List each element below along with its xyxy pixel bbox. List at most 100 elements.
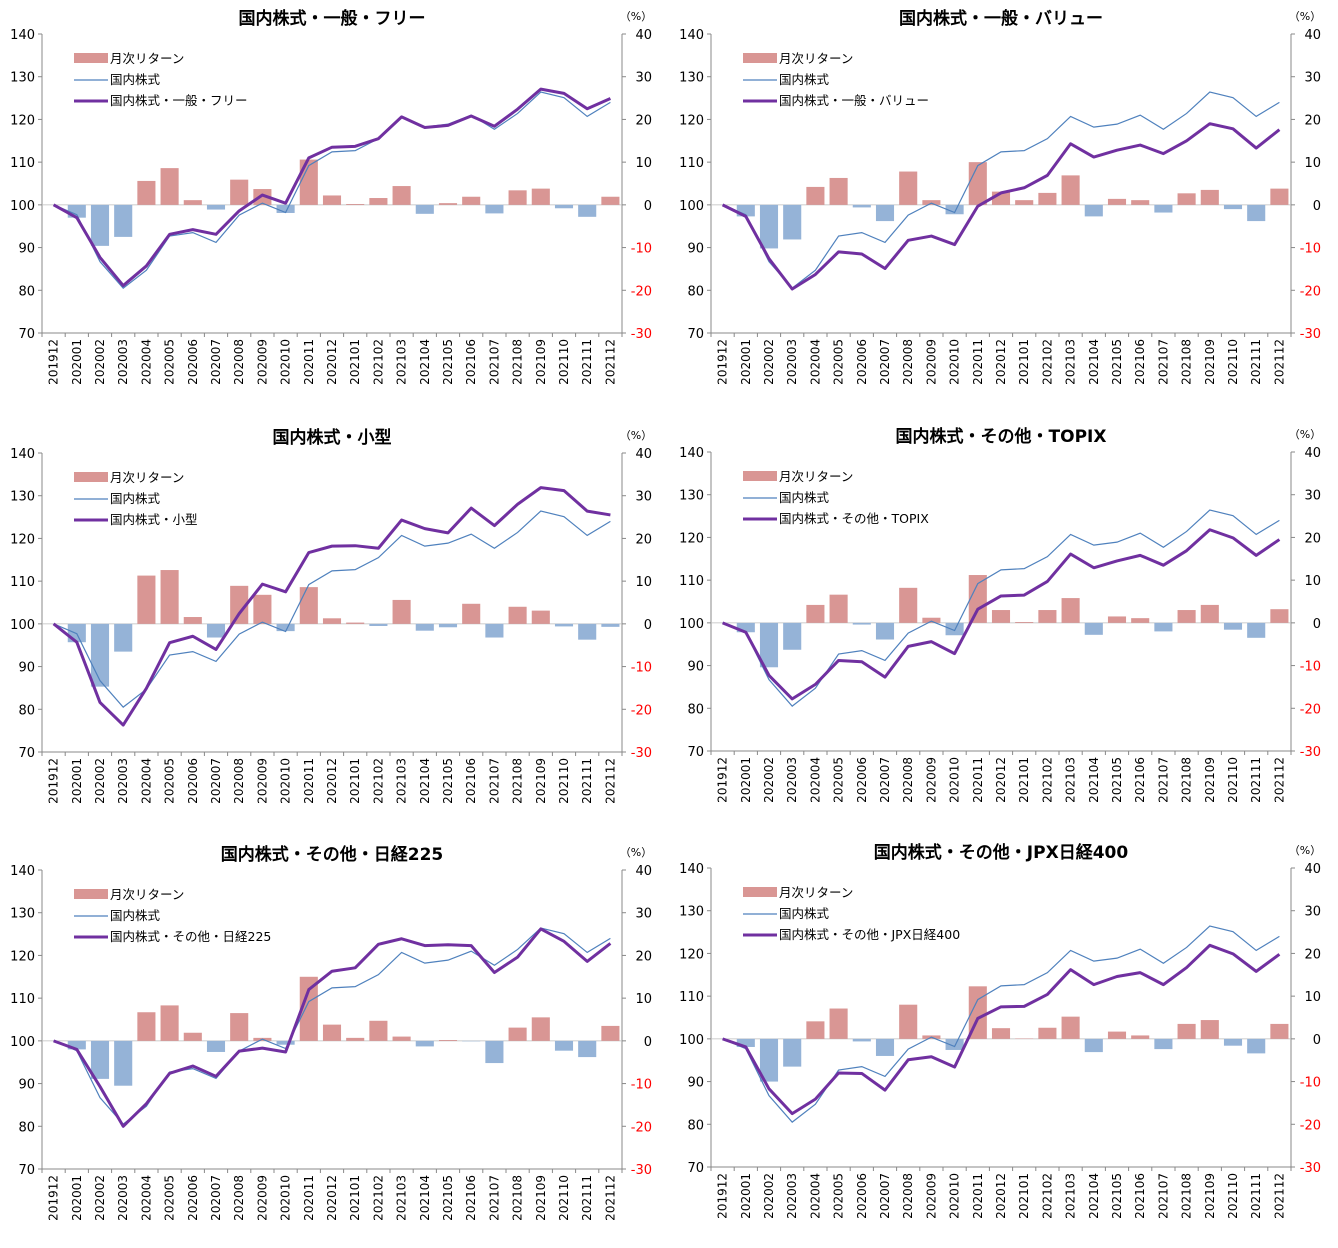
x-tick-label: 202007 bbox=[878, 757, 892, 803]
monthly-return-bar bbox=[137, 1012, 155, 1041]
monthly-return-bar bbox=[323, 195, 341, 204]
left-tick-label: 110 bbox=[679, 156, 704, 171]
x-tick-label: 202109 bbox=[534, 339, 548, 385]
left-tick-label: 130 bbox=[679, 905, 704, 920]
x-tick-label: 202001 bbox=[70, 758, 84, 804]
x-tick-label: 202108 bbox=[1180, 757, 1194, 803]
x-tick-label: 202104 bbox=[1087, 1173, 1101, 1219]
legend-bar-swatch bbox=[74, 889, 108, 899]
monthly-return-bar bbox=[1038, 610, 1056, 623]
x-tick-label: 202103 bbox=[395, 339, 409, 385]
monthly-return-bar bbox=[114, 624, 132, 652]
x-tick-label: 202106 bbox=[464, 339, 478, 385]
x-tick-label: 202012 bbox=[994, 757, 1008, 803]
x-tick-label: 202010 bbox=[279, 1175, 293, 1221]
left-tick-label: 110 bbox=[10, 156, 35, 171]
left-tick-label: 70 bbox=[18, 746, 35, 761]
x-tick-label: 202008 bbox=[232, 758, 246, 804]
monthly-return-bar bbox=[114, 1041, 132, 1086]
left-tick-label: 80 bbox=[687, 1118, 704, 1133]
x-tick-label: 201912 bbox=[716, 1173, 730, 1219]
x-tick-label: 202005 bbox=[832, 757, 846, 803]
x-tick-label: 202101 bbox=[1017, 757, 1031, 803]
left-tick-label: 70 bbox=[687, 1161, 704, 1176]
right-tick-label: -30 bbox=[631, 746, 652, 761]
right-tick-label: 0 bbox=[1313, 199, 1321, 214]
monthly-return-bar bbox=[853, 623, 871, 625]
x-tick-label: 202012 bbox=[325, 1175, 339, 1221]
left-tick-label: 120 bbox=[679, 113, 704, 128]
monthly-return-bar bbox=[509, 607, 527, 624]
monthly-return-bar bbox=[1108, 616, 1126, 622]
left-tick-label: 140 bbox=[679, 862, 704, 877]
x-tick-label: 202007 bbox=[878, 339, 892, 385]
x-tick-label: 201912 bbox=[716, 757, 730, 803]
x-tick-label: 202104 bbox=[1087, 757, 1101, 803]
chart-title: 国内株式・小型 bbox=[273, 427, 392, 448]
x-tick-label: 202002 bbox=[93, 339, 107, 385]
monthly-return-bar bbox=[91, 205, 109, 246]
x-tick-label: 202110 bbox=[1226, 1173, 1240, 1219]
left-tick-label: 140 bbox=[679, 446, 704, 461]
monthly-return-bar bbox=[439, 1040, 457, 1041]
x-tick-label: 202109 bbox=[1203, 1173, 1217, 1219]
x-tick-label: 202011 bbox=[302, 1175, 316, 1221]
monthly-return-bar bbox=[806, 1021, 824, 1039]
monthly-return-bar bbox=[1178, 1024, 1196, 1039]
monthly-return-bar bbox=[1062, 598, 1080, 623]
monthly-return-bar bbox=[1108, 199, 1126, 205]
legend-fund-label: 国内株式・その他・JPX日経400 bbox=[779, 927, 960, 942]
left-tick-label: 130 bbox=[679, 71, 704, 86]
x-tick-label: 202011 bbox=[302, 339, 316, 385]
monthly-return-bar bbox=[346, 1038, 364, 1041]
right-tick-label: 30 bbox=[635, 71, 652, 86]
monthly-return-bar bbox=[783, 205, 801, 240]
monthly-return-bar bbox=[806, 187, 824, 205]
x-tick-label: 202011 bbox=[971, 1173, 985, 1219]
monthly-return-bar bbox=[485, 205, 503, 214]
right-tick-label: -20 bbox=[631, 703, 652, 718]
monthly-return-bar bbox=[1154, 623, 1172, 632]
left-tick-label: 70 bbox=[18, 327, 35, 342]
monthly-return-bar bbox=[485, 624, 503, 638]
right-axis-unit: （%） bbox=[1289, 10, 1321, 23]
monthly-return-bar bbox=[853, 1039, 871, 1042]
x-tick-label: 202012 bbox=[325, 339, 339, 385]
x-tick-label: 202101 bbox=[1017, 1173, 1031, 1219]
left-tick-label: 130 bbox=[10, 71, 35, 86]
right-tick-label: 10 bbox=[1304, 156, 1321, 171]
monthly-return-bar bbox=[1247, 1039, 1265, 1054]
x-tick-label: 202009 bbox=[255, 339, 269, 385]
right-tick-label: 40 bbox=[1304, 862, 1321, 877]
x-tick-label: 202105 bbox=[1110, 757, 1124, 803]
monthly-return-bar bbox=[532, 1017, 550, 1040]
monthly-return-bar bbox=[1270, 189, 1288, 205]
x-tick-label: 202007 bbox=[878, 1173, 892, 1219]
x-tick-label: 202005 bbox=[163, 758, 177, 804]
x-tick-label: 202002 bbox=[93, 758, 107, 804]
right-axis-unit: （%） bbox=[620, 429, 652, 442]
x-tick-label: 202107 bbox=[1156, 1173, 1170, 1219]
legend-bar-label: 月次リターン bbox=[110, 887, 184, 902]
chart-title: 国内株式・一般・バリュー bbox=[899, 8, 1103, 29]
x-tick-label: 202006 bbox=[855, 1173, 869, 1219]
legend-bar-swatch bbox=[74, 53, 108, 63]
x-tick-label: 202011 bbox=[971, 339, 985, 385]
monthly-return-bar bbox=[1131, 1035, 1149, 1038]
right-tick-label: -30 bbox=[1300, 745, 1321, 760]
left-tick-label: 90 bbox=[18, 1078, 35, 1093]
monthly-return-bar bbox=[277, 624, 295, 631]
x-tick-label: 202010 bbox=[948, 1173, 962, 1219]
x-tick-label: 202001 bbox=[739, 1173, 753, 1219]
monthly-return-bar bbox=[1015, 200, 1033, 205]
x-tick-label: 202004 bbox=[808, 339, 822, 385]
right-tick-label: -20 bbox=[631, 284, 652, 299]
right-tick-label: 0 bbox=[1313, 617, 1321, 632]
monthly-return-bar bbox=[207, 205, 225, 210]
x-tick-label: 202010 bbox=[948, 757, 962, 803]
x-tick-label: 202103 bbox=[395, 758, 409, 804]
monthly-return-bar bbox=[578, 624, 596, 640]
x-tick-label: 202008 bbox=[901, 339, 915, 385]
